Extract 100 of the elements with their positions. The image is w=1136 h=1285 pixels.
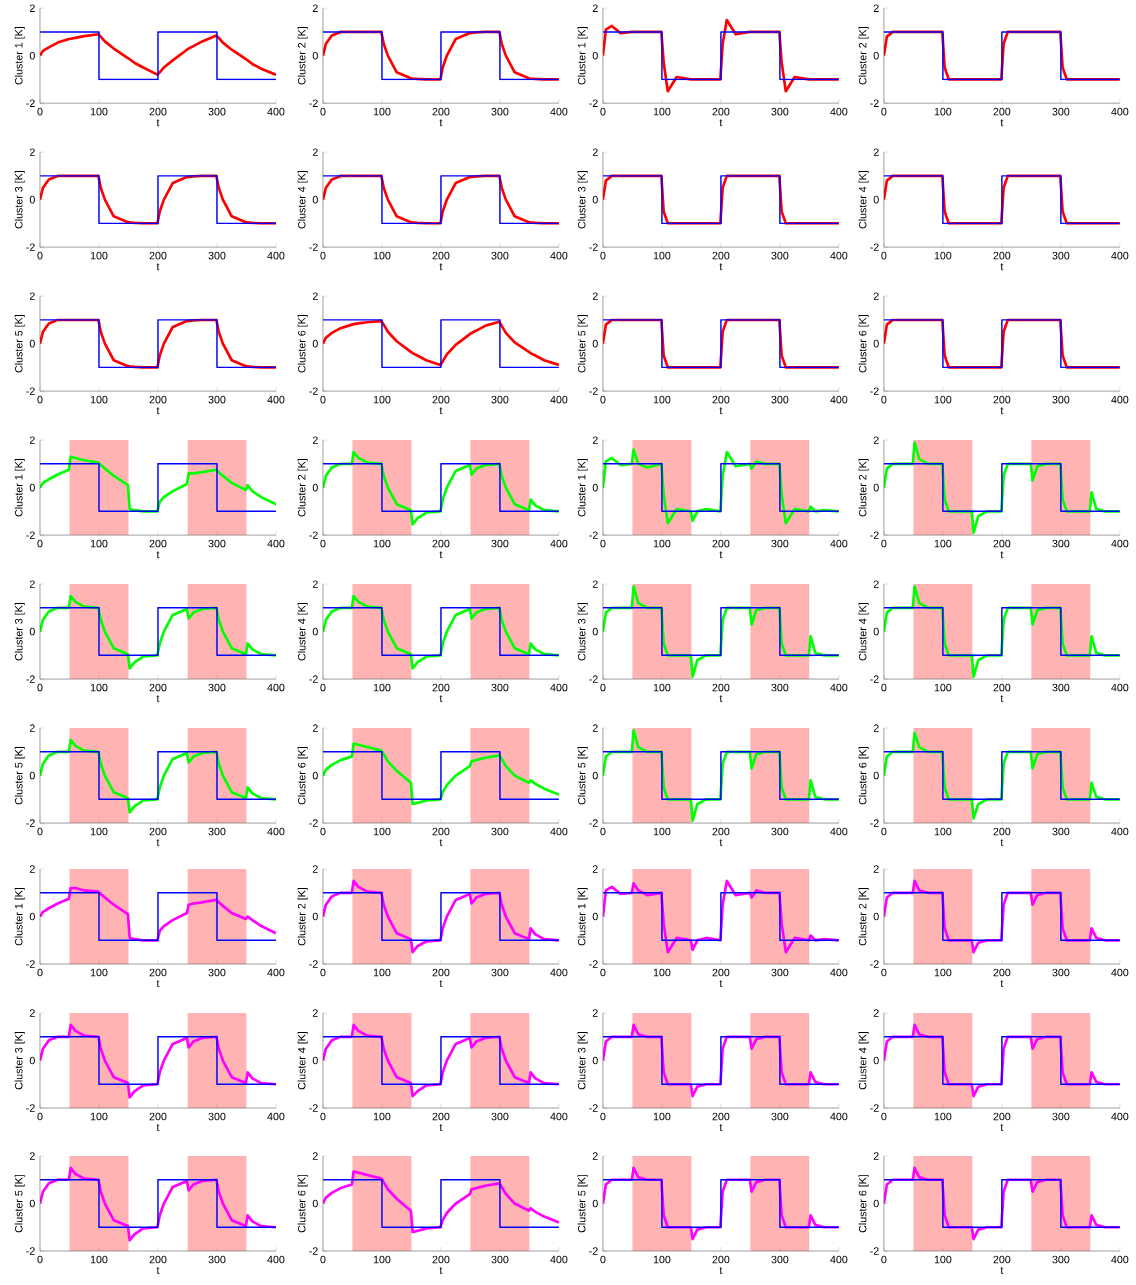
x-tick-label: 100 bbox=[934, 683, 952, 692]
x-tick-label: 0 bbox=[37, 827, 43, 836]
x-tick-label: 300 bbox=[771, 539, 789, 548]
y-axis-title: Cluster 4 [K] bbox=[297, 603, 308, 661]
y-tick-label: 0 bbox=[29, 483, 35, 492]
y-tick-label: 2 bbox=[873, 4, 879, 12]
x-tick-label: 0 bbox=[37, 1255, 43, 1264]
x-tick-label: 0 bbox=[320, 107, 326, 116]
x-tick-label: 100 bbox=[653, 107, 671, 116]
x-tick-label: 0 bbox=[37, 968, 43, 977]
y-tick-label: -2 bbox=[870, 960, 879, 968]
x-tick-label: 400 bbox=[830, 1255, 848, 1264]
x-tick-label: 100 bbox=[373, 395, 391, 404]
x-tick-label: 100 bbox=[934, 1112, 952, 1121]
x-tick-label: 0 bbox=[600, 395, 606, 404]
y-tick-label: 0 bbox=[873, 1056, 879, 1065]
x-tick-label: 200 bbox=[149, 683, 167, 692]
x-axis-title: t bbox=[719, 119, 723, 127]
y-tick-label: -2 bbox=[26, 99, 35, 107]
x-axis-title: t bbox=[439, 551, 443, 559]
y-tick-label: 2 bbox=[592, 4, 598, 12]
y-axis-title: Cluster 5 [K] bbox=[14, 315, 25, 373]
y-axis-title: Cluster 1 [K] bbox=[14, 888, 25, 946]
x-tick-label: 200 bbox=[712, 539, 730, 548]
x-tick-label: 0 bbox=[881, 827, 887, 836]
y-tick-label: 2 bbox=[312, 292, 318, 300]
y-tick-label: -2 bbox=[589, 531, 598, 539]
x-tick-label: 300 bbox=[208, 251, 226, 260]
y-axis-title: Cluster 5 [K] bbox=[14, 1174, 25, 1233]
y-axis-title: Cluster 4 [K] bbox=[297, 171, 308, 229]
y-tick-label: -2 bbox=[26, 819, 35, 827]
x-tick-label: 200 bbox=[712, 107, 730, 116]
y-tick-label: -2 bbox=[589, 819, 598, 827]
x-tick-label: 100 bbox=[934, 107, 952, 116]
x-tick-label: 200 bbox=[712, 1112, 730, 1121]
x-tick-label: 100 bbox=[90, 968, 108, 977]
x-tick-label: 300 bbox=[771, 251, 789, 260]
x-tick-label: 300 bbox=[771, 395, 789, 404]
x-tick-label: 300 bbox=[491, 683, 509, 692]
y-tick-label: 0 bbox=[592, 1056, 598, 1065]
x-tick-label: 200 bbox=[993, 251, 1011, 260]
y-tick-label: -2 bbox=[870, 387, 879, 395]
x-axis-title: t bbox=[439, 1267, 443, 1275]
x-tick-label: 0 bbox=[881, 1112, 887, 1121]
y-tick-label: -2 bbox=[26, 1247, 35, 1255]
y-tick-label: 2 bbox=[592, 580, 598, 588]
y-tick-label: -2 bbox=[589, 99, 598, 107]
y-tick-label: -2 bbox=[870, 675, 879, 683]
y-axis-title: Cluster 6 [K] bbox=[858, 747, 869, 805]
x-tick-label: 300 bbox=[491, 1112, 509, 1121]
y-tick-label: 0 bbox=[592, 1199, 598, 1208]
x-tick-label: 0 bbox=[881, 968, 887, 977]
x-tick-label: 200 bbox=[993, 1255, 1011, 1264]
y-axis-title: Cluster 2 [K] bbox=[858, 27, 869, 85]
x-tick-label: 300 bbox=[208, 968, 226, 977]
x-tick-label: 0 bbox=[600, 1112, 606, 1121]
x-tick-label: 200 bbox=[432, 251, 450, 260]
y-tick-label: -2 bbox=[26, 387, 35, 395]
y-tick-label: -2 bbox=[26, 1104, 35, 1112]
x-tick-label: 400 bbox=[1111, 539, 1129, 548]
y-axis-title: Cluster 6 [K] bbox=[297, 747, 308, 805]
y-axis-title: Cluster 3 [K] bbox=[14, 603, 25, 661]
x-tick-label: 200 bbox=[149, 1255, 167, 1264]
y-tick-label: -2 bbox=[26, 675, 35, 683]
y-tick-label: 0 bbox=[29, 1056, 35, 1065]
y-tick-label: 2 bbox=[312, 865, 318, 873]
x-axis-title: t bbox=[156, 407, 160, 415]
x-axis-title: t bbox=[439, 407, 443, 415]
x-tick-label: 200 bbox=[712, 251, 730, 260]
y-tick-label: 0 bbox=[873, 195, 879, 204]
y-tick-label: -2 bbox=[870, 531, 879, 539]
x-tick-label: 100 bbox=[653, 539, 671, 548]
x-tick-label: 200 bbox=[432, 539, 450, 548]
x-tick-label: 0 bbox=[320, 251, 326, 260]
x-tick-label: 300 bbox=[771, 1255, 789, 1264]
y-tick-label: 2 bbox=[312, 1152, 318, 1160]
y-axis-title: Cluster 3 [K] bbox=[577, 171, 588, 229]
y-tick-label: -2 bbox=[870, 99, 879, 107]
x-tick-label: 100 bbox=[373, 539, 391, 548]
y-axis-title: Cluster 5 [K] bbox=[577, 315, 588, 373]
x-tick-label: 200 bbox=[149, 395, 167, 404]
x-axis-title: t bbox=[719, 839, 723, 847]
x-tick-label: 300 bbox=[1052, 539, 1070, 548]
x-axis-title: t bbox=[439, 839, 443, 847]
x-tick-label: 300 bbox=[491, 1255, 509, 1264]
x-tick-label: 100 bbox=[653, 1255, 671, 1264]
x-tick-label: 300 bbox=[491, 827, 509, 836]
x-tick-label: 300 bbox=[208, 1255, 226, 1264]
x-axis-title: t bbox=[1000, 119, 1004, 127]
y-axis-title: Cluster 5 [K] bbox=[14, 747, 25, 805]
y-tick-label: -2 bbox=[870, 1247, 879, 1255]
x-tick-label: 200 bbox=[432, 395, 450, 404]
x-tick-label: 400 bbox=[1111, 1112, 1129, 1121]
x-tick-label: 300 bbox=[771, 107, 789, 116]
y-tick-label: 2 bbox=[592, 436, 598, 444]
x-tick-label: 100 bbox=[934, 251, 952, 260]
x-tick-label: 100 bbox=[373, 107, 391, 116]
x-tick-label: 400 bbox=[550, 1112, 568, 1121]
x-tick-label: 100 bbox=[934, 968, 952, 977]
y-tick-label: 2 bbox=[592, 724, 598, 732]
